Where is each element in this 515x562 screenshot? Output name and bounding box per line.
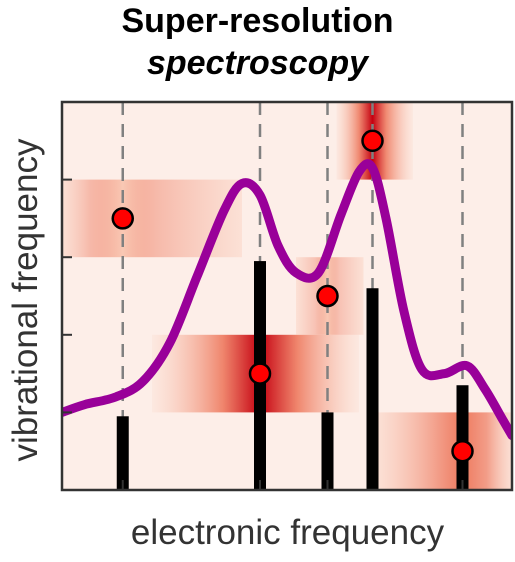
vibronic-band	[377, 412, 512, 490]
stick-line	[456, 385, 469, 490]
y-axis-label: vibrational frequency	[6, 138, 45, 462]
stick-line	[366, 288, 379, 490]
plot-frame	[60, 100, 514, 492]
vibronic-band	[62, 179, 242, 258]
figure-title: Super-resolution	[121, 2, 394, 40]
x-axis-label: electronic frequency	[130, 513, 445, 552]
spectrum-curve	[62, 159, 512, 441]
peak-marker	[248, 362, 272, 385]
stick-line	[321, 412, 334, 490]
peak-marker	[111, 207, 134, 230]
figure-subtitle: spectroscopy	[146, 44, 369, 82]
stick-line	[116, 416, 129, 490]
peak-marker	[451, 439, 474, 463]
peak-marker	[316, 284, 339, 308]
peak-marker	[361, 129, 384, 153]
